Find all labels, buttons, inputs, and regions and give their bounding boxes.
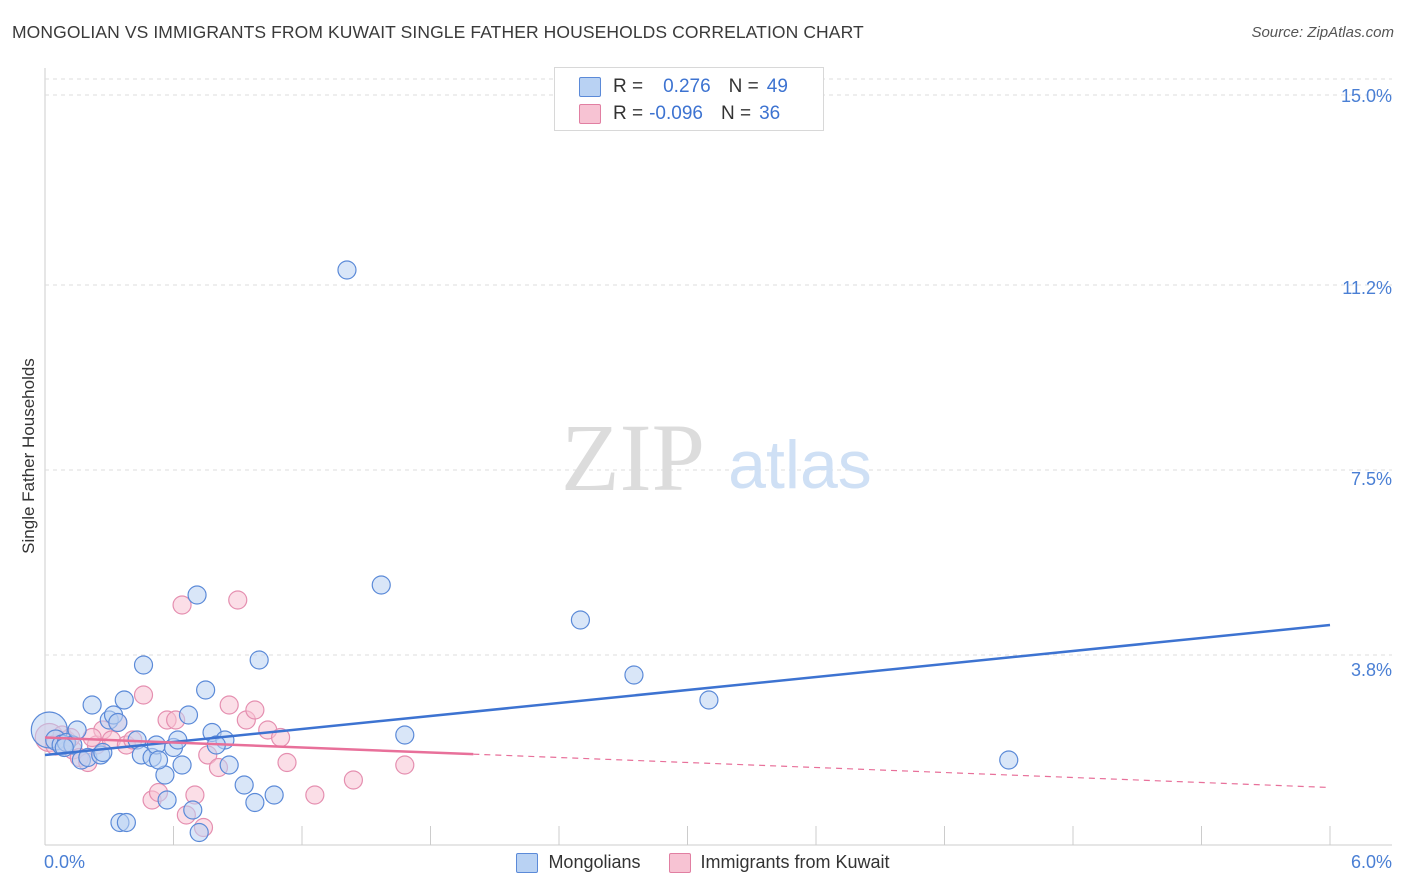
legend-swatch-blue <box>579 77 601 97</box>
legend-label-kuwait: Immigrants from Kuwait <box>700 852 890 872</box>
data-point <box>234 775 254 795</box>
data-point <box>133 685 154 705</box>
data-point <box>219 755 239 775</box>
data-point <box>196 680 216 700</box>
y-tick-label: 11.2% <box>1342 278 1392 298</box>
data-point <box>624 665 644 685</box>
r-value: -0.096 <box>649 103 703 124</box>
data-point <box>172 595 192 615</box>
data-point <box>108 712 128 733</box>
correlation-legend: R = 0.276 N = 49 R = -0.096 N = 36 <box>554 67 824 131</box>
data-point <box>245 700 265 720</box>
n-label: N = <box>720 103 752 124</box>
trend-line-kuwait-extension <box>473 753 1331 789</box>
data-point <box>277 752 297 773</box>
legend-row-mongolians: R = 0.276 N = 49 <box>579 76 788 98</box>
watermark-atlas: atlas <box>728 427 872 503</box>
data-point <box>249 650 269 670</box>
legend-swatch-pink <box>668 852 691 873</box>
source-label: Source: ZipAtlas.com <box>1251 24 1394 41</box>
series-legend: Mongolians Immigrants from Kuwait <box>0 852 1406 873</box>
r-value: 0.276 <box>663 76 711 97</box>
watermark-zip: ZIP <box>561 404 705 511</box>
data-point <box>183 800 203 820</box>
data-point <box>343 770 363 790</box>
data-point <box>305 785 325 805</box>
data-point <box>219 695 239 715</box>
data-point <box>67 720 87 740</box>
data-point <box>133 655 154 675</box>
data-point <box>570 610 591 630</box>
x-tick-label-max: 6.0% <box>1350 852 1392 872</box>
data-point <box>395 755 415 775</box>
data-point <box>189 822 209 843</box>
data-point <box>699 690 719 710</box>
n-value: 49 <box>766 76 788 97</box>
legend-row-kuwait: R = -0.096 N = 36 <box>579 103 780 125</box>
data-point <box>999 750 1019 770</box>
r-label: R = <box>613 103 644 124</box>
series-mongolian-points <box>30 260 1019 843</box>
y-tick-label: 7.5% <box>1350 469 1392 489</box>
legend-swatch-blue <box>516 852 539 873</box>
data-point <box>157 790 177 810</box>
n-label: N = <box>728 76 759 97</box>
legend-item-kuwait: Immigrants from Kuwait <box>668 852 890 873</box>
data-point <box>395 725 415 745</box>
trend-lines <box>44 623 1331 789</box>
x-tick-marks <box>44 826 1331 845</box>
r-label: R = <box>613 76 644 97</box>
legend-label-mongolians: Mongolians <box>548 852 641 872</box>
data-point <box>178 705 199 725</box>
legend-swatch-pink <box>579 104 601 124</box>
y-tick-label: 15.0% <box>1340 86 1392 106</box>
n-value: 36 <box>759 103 781 124</box>
trend-line-mongolians <box>44 623 1331 757</box>
data-point <box>172 755 192 775</box>
data-point <box>337 260 357 280</box>
x-tick-label-min: 0.0% <box>44 852 86 872</box>
chart-title: MONGOLIAN VS IMMIGRANTS FROM KUWAIT SING… <box>12 22 864 42</box>
data-point <box>116 812 136 833</box>
data-point <box>245 792 265 813</box>
data-point <box>93 742 113 763</box>
data-point <box>264 785 284 805</box>
data-point <box>82 695 102 715</box>
trend-line-kuwait <box>44 736 474 756</box>
data-point <box>114 690 134 710</box>
data-point <box>187 585 207 605</box>
data-point <box>228 590 248 610</box>
y-tick-label: 3.8% <box>1350 660 1392 680</box>
legend-item-mongolians: Mongolians <box>516 852 641 873</box>
data-point <box>371 575 391 595</box>
data-point <box>148 750 169 770</box>
